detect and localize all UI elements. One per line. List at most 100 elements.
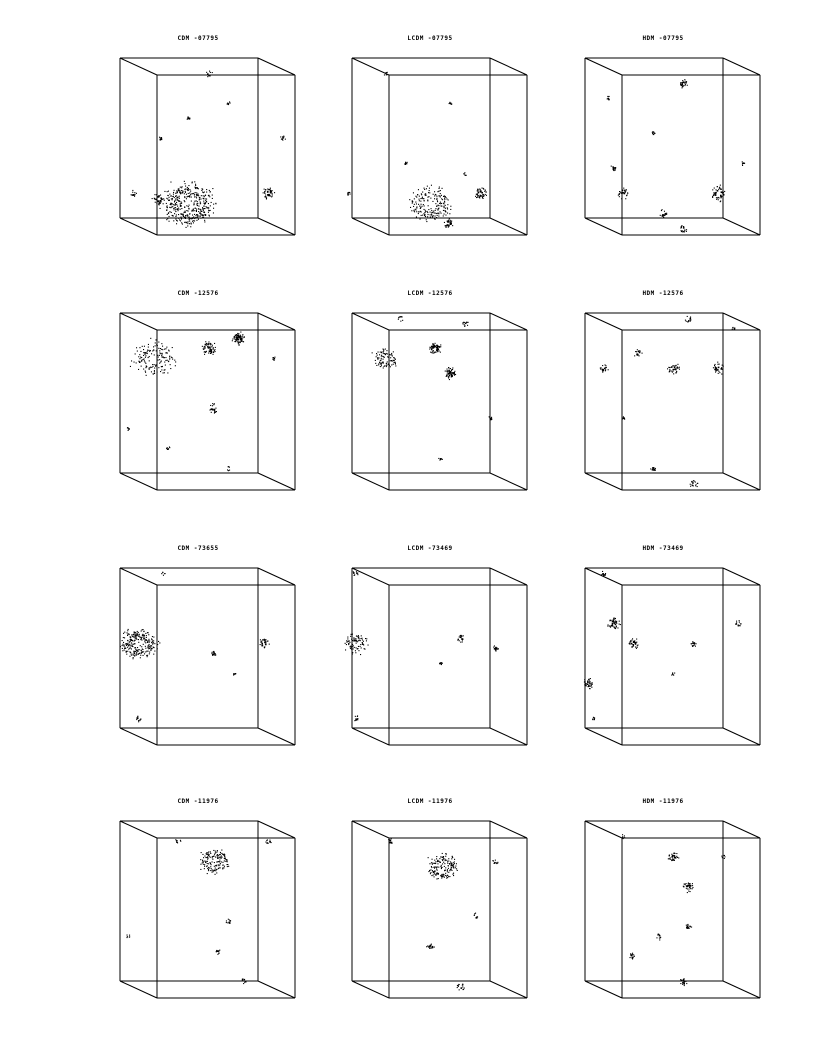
particle: [166, 209, 168, 211]
particle: [353, 639, 355, 641]
particle: [448, 367, 450, 369]
particle: [217, 857, 219, 859]
particle: [209, 209, 211, 211]
particle: [667, 368, 669, 370]
particle: [196, 214, 198, 216]
particle: [683, 982, 685, 985]
particle: [686, 888, 688, 890]
particle: [355, 639, 357, 641]
particle: [132, 191, 134, 193]
particle: [208, 210, 210, 212]
particle: [721, 364, 723, 366]
particle: [203, 351, 205, 353]
particle: [445, 874, 447, 876]
particle: [281, 138, 283, 140]
particle: [151, 641, 153, 643]
particle: [495, 650, 497, 652]
particle: [385, 353, 387, 355]
particle: [355, 719, 357, 721]
particle: [196, 187, 198, 189]
particle: [720, 196, 722, 198]
particle: [199, 208, 201, 210]
particle: [431, 212, 433, 214]
particle: [201, 214, 203, 216]
particle: [207, 857, 209, 859]
particle: [184, 217, 186, 219]
particle: [457, 638, 459, 640]
particle: [686, 84, 688, 86]
particle: [589, 678, 591, 680]
particle: [202, 208, 204, 210]
particle: [136, 717, 139, 719]
particle: [398, 316, 400, 318]
particle: [441, 205, 443, 207]
particle: [720, 188, 722, 190]
particle: [176, 219, 178, 221]
particle: [184, 197, 186, 199]
particle: [156, 648, 158, 650]
particle: [400, 320, 402, 322]
particle: [633, 954, 635, 956]
particle: [136, 633, 138, 635]
particle: [684, 82, 686, 84]
particle: [207, 869, 209, 871]
particle-clumps: [126, 839, 272, 985]
particle: [352, 645, 354, 647]
particle: [438, 195, 440, 197]
particle: [684, 85, 686, 87]
particle: [420, 198, 422, 200]
particle: [151, 636, 153, 638]
particle: [212, 188, 214, 190]
particle: [436, 198, 438, 200]
particle: [203, 348, 205, 350]
particle: [178, 188, 180, 190]
particle: [441, 873, 443, 875]
particle: [384, 354, 386, 356]
particle: [348, 643, 350, 645]
particle: [450, 208, 452, 210]
particle: [450, 376, 452, 378]
particle: [200, 210, 202, 212]
particle: [205, 198, 207, 200]
particle: [427, 216, 429, 218]
particle: [157, 359, 159, 361]
particle: [170, 181, 172, 183]
particle: [418, 211, 420, 213]
panel-cdm-12576: CDM -12576: [98, 290, 298, 505]
particle: [438, 205, 440, 207]
particle: [211, 350, 213, 352]
particle: [135, 362, 137, 364]
particle: [143, 358, 145, 360]
particle: [267, 189, 269, 191]
particle: [218, 952, 220, 954]
particle: [194, 213, 196, 215]
particle: [634, 641, 636, 644]
particle: [214, 870, 216, 872]
particle: [144, 353, 146, 355]
particle: [189, 218, 191, 220]
particle: [159, 642, 161, 644]
particle: [443, 206, 445, 208]
particle: [355, 652, 357, 654]
particle: [173, 197, 175, 199]
particle: [357, 648, 359, 650]
particle: [465, 174, 467, 176]
box-edge: [119, 727, 158, 746]
particle: [676, 371, 678, 373]
particle: [161, 354, 163, 356]
particle: [391, 355, 393, 357]
particle: [208, 867, 210, 869]
particle: [490, 418, 493, 420]
particle: [383, 349, 385, 351]
particle: [133, 194, 135, 196]
particle: [482, 197, 484, 199]
particle: [349, 646, 351, 648]
particle: [177, 189, 179, 191]
particle: [433, 866, 435, 868]
particle: [436, 873, 438, 875]
particle: [436, 348, 439, 350]
particle: [263, 188, 265, 190]
particle: [721, 855, 723, 857]
particle: [213, 849, 215, 851]
particle: [434, 345, 436, 348]
